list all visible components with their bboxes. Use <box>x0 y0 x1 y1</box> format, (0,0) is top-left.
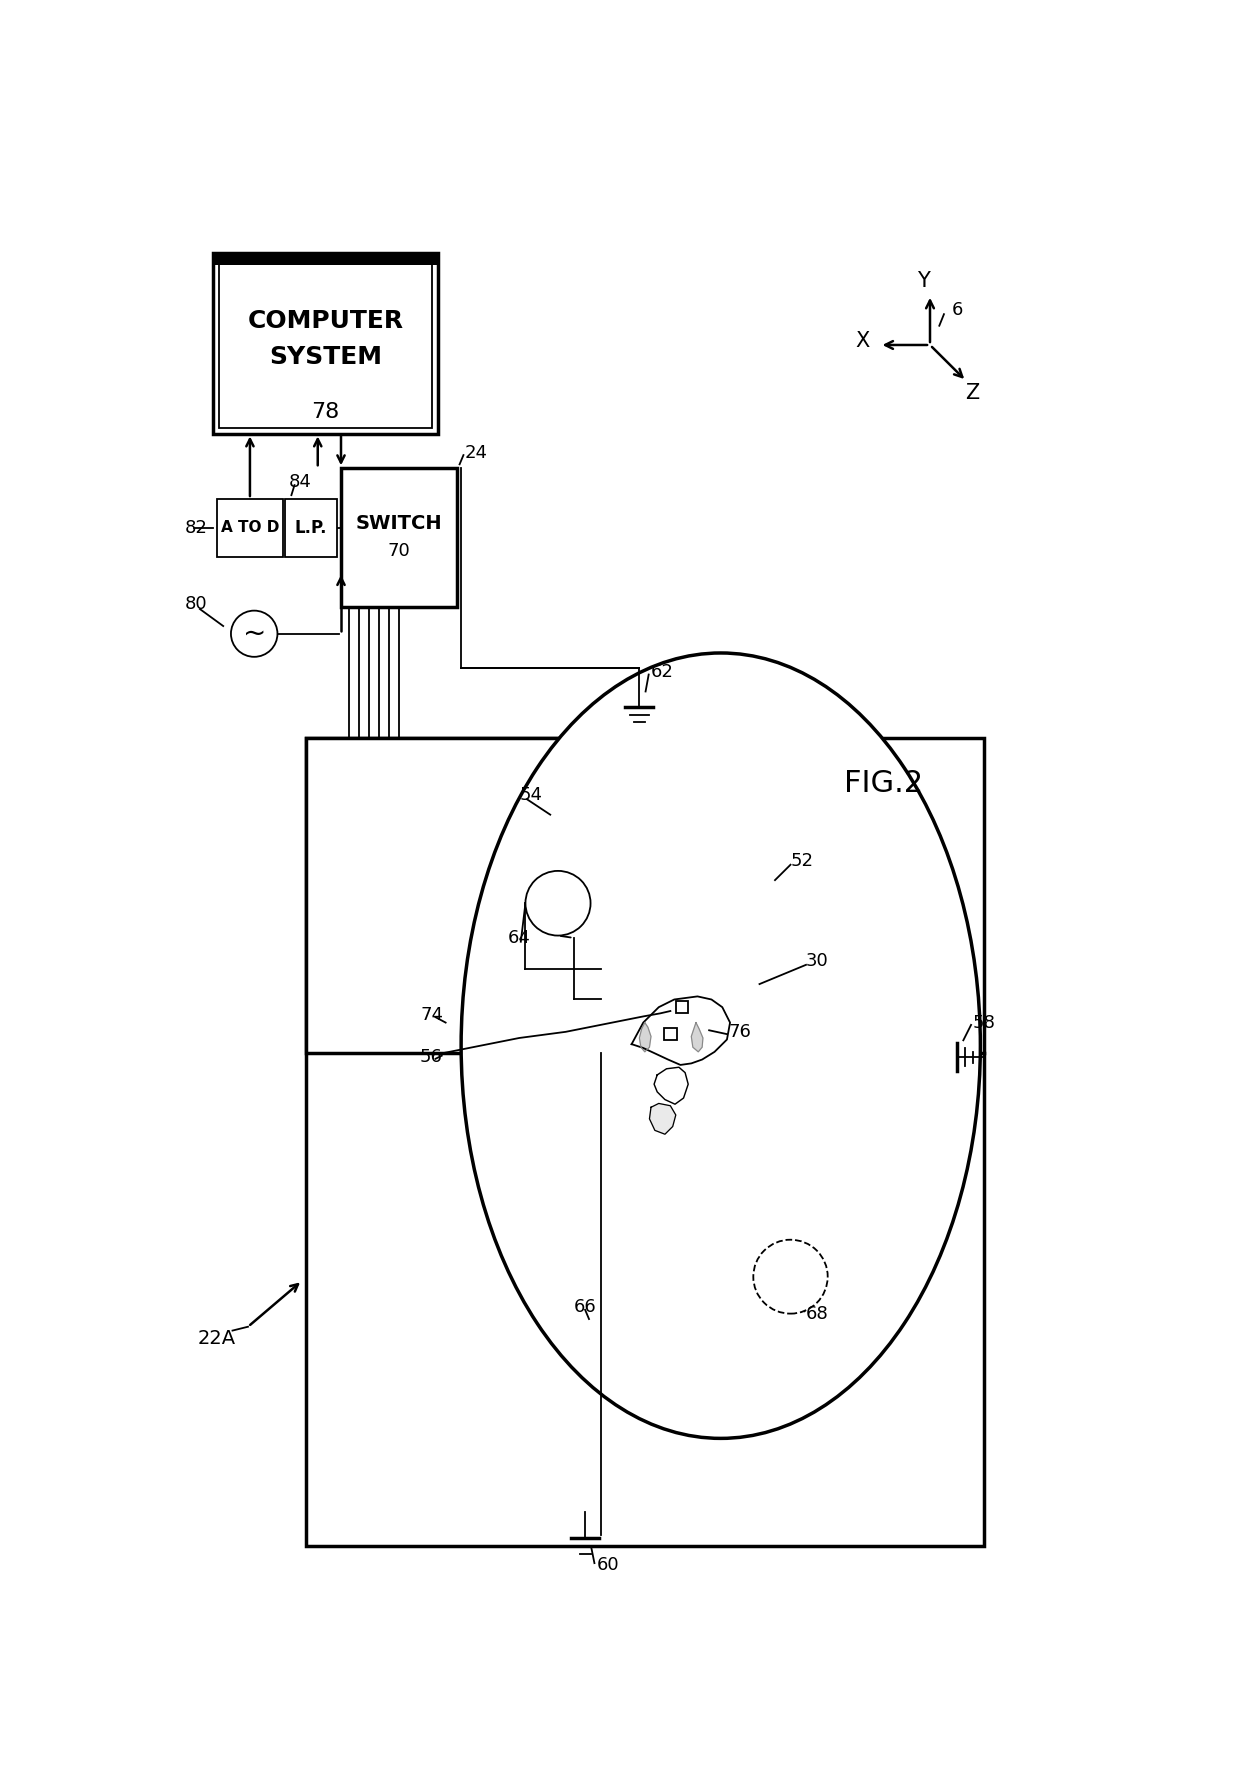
Text: 60: 60 <box>596 1556 619 1575</box>
Text: SWITCH: SWITCH <box>356 514 443 533</box>
Bar <box>341 467 458 607</box>
Text: X: X <box>856 332 869 351</box>
Text: L.P.: L.P. <box>295 519 327 537</box>
Text: 52: 52 <box>791 853 813 871</box>
Text: 76: 76 <box>729 1022 751 1040</box>
Text: 64: 64 <box>507 929 531 947</box>
Bar <box>213 253 438 434</box>
Text: Y: Y <box>918 271 930 291</box>
Polygon shape <box>650 1104 676 1135</box>
Text: 70: 70 <box>388 542 410 560</box>
Text: 68: 68 <box>806 1304 828 1322</box>
Text: 30: 30 <box>806 953 828 970</box>
Text: SYSTEM: SYSTEM <box>269 344 382 369</box>
Ellipse shape <box>461 653 981 1438</box>
Bar <box>306 737 985 1547</box>
Bar <box>676 1001 688 1013</box>
Text: FIG.2: FIG.2 <box>844 769 923 799</box>
Text: 54: 54 <box>520 787 542 805</box>
Text: 6: 6 <box>952 301 963 319</box>
Bar <box>285 500 337 557</box>
Text: 82: 82 <box>185 519 207 537</box>
Polygon shape <box>640 1022 651 1053</box>
Bar <box>217 500 283 557</box>
Text: 22A: 22A <box>197 1329 236 1347</box>
Text: 80: 80 <box>185 596 207 614</box>
Polygon shape <box>692 1022 703 1053</box>
Circle shape <box>753 1240 828 1313</box>
Text: 84: 84 <box>289 473 312 491</box>
Bar <box>665 1028 677 1040</box>
Text: 62: 62 <box>651 664 673 681</box>
Text: 74: 74 <box>420 1006 443 1024</box>
Text: 56: 56 <box>420 1049 443 1067</box>
Text: 78: 78 <box>311 401 340 423</box>
Text: 58: 58 <box>972 1013 996 1031</box>
Text: A TO D: A TO D <box>221 521 279 535</box>
Circle shape <box>231 610 278 657</box>
Bar <box>306 737 600 1053</box>
Text: Z: Z <box>966 382 980 403</box>
Text: COMPUTER: COMPUTER <box>248 309 403 334</box>
Circle shape <box>526 871 590 935</box>
Text: 24: 24 <box>465 444 489 462</box>
Text: ~: ~ <box>243 619 265 648</box>
Bar <box>218 259 433 428</box>
Text: 66: 66 <box>573 1299 596 1317</box>
Bar <box>213 253 438 264</box>
